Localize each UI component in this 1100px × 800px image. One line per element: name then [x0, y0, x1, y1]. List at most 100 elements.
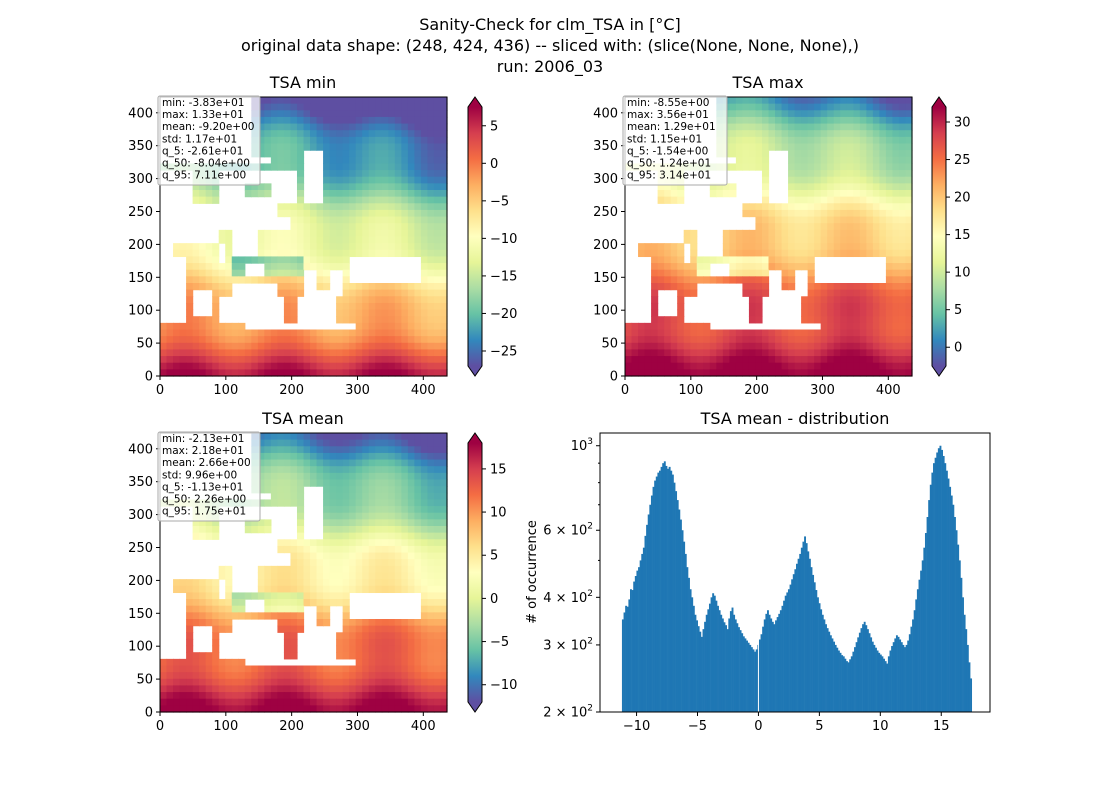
map-cell — [401, 356, 409, 364]
map-cell — [433, 103, 442, 111]
map-cell — [257, 672, 265, 680]
map-cell — [657, 362, 665, 370]
map-cell — [827, 369, 835, 377]
map-cell — [729, 97, 737, 105]
map-cell — [368, 492, 376, 501]
map-cell — [407, 349, 415, 357]
map-cell — [885, 336, 894, 344]
map-cell — [303, 599, 311, 607]
map-cell — [820, 110, 828, 118]
map-cell — [329, 492, 337, 501]
map-cell — [355, 123, 363, 131]
map-cell — [748, 116, 757, 125]
map-cell — [296, 585, 305, 594]
map-cell — [892, 163, 900, 171]
map-cell — [342, 632, 350, 640]
map-cell — [388, 249, 396, 258]
map-cell — [296, 519, 305, 527]
panel-tsa-mean-distribution: TSA mean - distribution # of occurrence … — [525, 409, 991, 734]
map-cell — [427, 685, 435, 693]
map-cell — [264, 349, 272, 357]
y-tick-label: 150 — [128, 607, 153, 622]
map-cell — [310, 203, 318, 211]
map-cell — [349, 565, 357, 574]
map-cell — [368, 369, 376, 377]
map-cell — [440, 296, 448, 304]
map-cell — [329, 336, 337, 344]
map-cell — [329, 356, 337, 364]
map-cell — [761, 276, 770, 284]
map-cell — [427, 492, 435, 501]
map-cell — [794, 156, 802, 165]
map-cell — [872, 329, 880, 337]
map-cell — [205, 369, 213, 377]
map-cell — [199, 190, 207, 198]
map-cell — [173, 356, 181, 364]
map-cell — [420, 645, 429, 653]
map-cell — [433, 316, 442, 324]
map-cell — [296, 599, 305, 607]
map-cell — [879, 296, 887, 304]
map-cell — [355, 439, 363, 447]
map-cell — [296, 452, 305, 461]
map-cell — [433, 190, 442, 198]
map-cell — [349, 196, 357, 204]
map-cell — [427, 209, 435, 218]
map-cell — [388, 349, 396, 357]
map-cell — [329, 565, 337, 574]
map-cell — [199, 705, 207, 713]
map-cell — [323, 466, 331, 474]
map-cell — [401, 466, 409, 474]
map-cell — [323, 552, 331, 560]
histogram-bar — [805, 543, 808, 712]
map-cell — [355, 342, 363, 351]
map-cell — [892, 97, 900, 105]
map-cell — [336, 692, 344, 700]
map-cell — [664, 269, 672, 277]
map-cell — [892, 289, 900, 297]
map-cell — [794, 163, 802, 171]
map-cell — [898, 243, 907, 251]
map-cell — [186, 289, 194, 297]
map-cell — [420, 519, 429, 527]
map-cell — [735, 123, 744, 131]
map-cell — [277, 236, 285, 244]
map-cell — [160, 322, 168, 331]
map-cell — [885, 316, 894, 324]
map-cell — [244, 190, 252, 198]
map-cell — [833, 196, 841, 204]
map-cell — [885, 349, 894, 357]
map-cell — [846, 110, 854, 118]
map-cell — [427, 506, 435, 514]
map-cell — [251, 692, 259, 700]
map-cell — [375, 625, 383, 633]
map-cell — [833, 329, 841, 337]
map-cell — [820, 369, 828, 377]
y-tick-label: 350 — [128, 475, 153, 490]
map-cell — [388, 466, 396, 474]
map-cell — [657, 316, 665, 324]
map-cell — [414, 672, 422, 680]
map-cell — [173, 349, 181, 357]
map-cell — [362, 472, 370, 481]
map-cell — [859, 249, 867, 258]
map-cell — [277, 619, 285, 627]
map-cell — [420, 216, 429, 224]
map-cell — [394, 176, 402, 184]
map-cell — [316, 336, 324, 344]
map-cell — [407, 698, 415, 706]
map-cell — [748, 123, 757, 131]
histogram-bar — [744, 638, 747, 712]
map-cell — [401, 243, 409, 251]
map-cell — [290, 492, 298, 501]
map-cell — [166, 665, 174, 673]
map-cell — [840, 223, 848, 231]
map-cell — [362, 196, 370, 204]
map-cell — [277, 486, 285, 494]
map-cell — [716, 356, 724, 364]
map-cell — [394, 459, 402, 467]
map-cell — [336, 223, 344, 231]
map-cell — [225, 342, 233, 351]
map-cell — [420, 512, 429, 520]
map-cell — [192, 705, 200, 713]
